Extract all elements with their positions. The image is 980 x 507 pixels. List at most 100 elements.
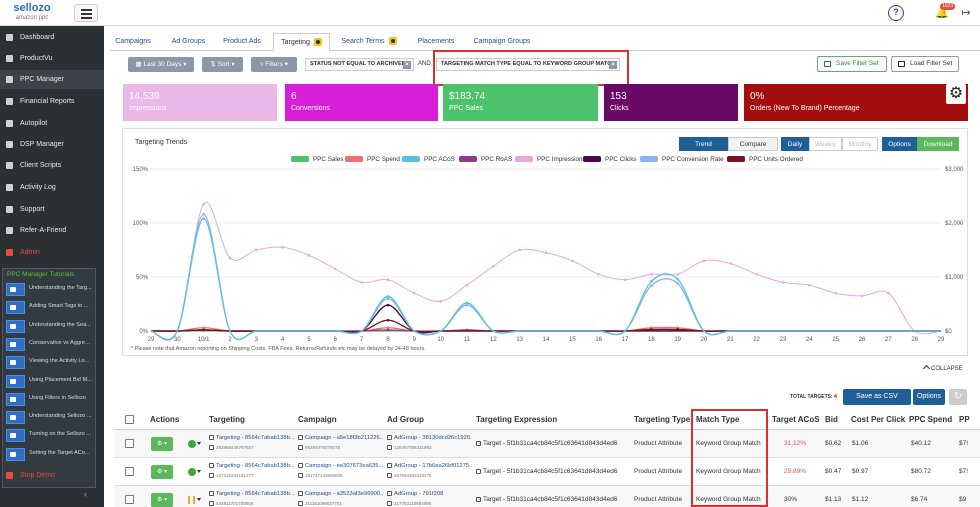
select-all-checkbox[interactable] bbox=[125, 415, 134, 424]
column-header-match-type[interactable]: Match Type bbox=[696, 415, 740, 424]
remove-filter-icon[interactable]: × bbox=[609, 61, 617, 69]
tutorial-item[interactable]: Using Filters in Sellozo bbox=[5, 391, 95, 408]
adgroup-link[interactable]: AdGroup - 791f208 bbox=[387, 491, 472, 497]
compare-toggle[interactable]: Compare bbox=[728, 137, 778, 151]
row-checkbox[interactable] bbox=[125, 439, 134, 448]
stop-demo-button[interactable]: Stop Demo bbox=[0, 467, 104, 485]
targeting-link[interactable]: Targeting - 8564c7abab138b... bbox=[209, 463, 294, 469]
tutorial-item[interactable]: Using Placement Bid M... bbox=[5, 373, 95, 390]
sidebar-item-autopilot[interactable]: Autopilot bbox=[0, 114, 104, 133]
column-header-target-acos[interactable]: Target ACoS bbox=[772, 415, 820, 424]
legend-item[interactable]: PPC ACoS bbox=[402, 156, 455, 163]
tab-campaigns[interactable]: Campaigns bbox=[110, 33, 156, 51]
campaign-link[interactable]: Campaign - a3523af3e96900... bbox=[298, 491, 383, 497]
tab-product-ads[interactable]: Product Ads bbox=[216, 33, 268, 51]
menu-toggle-button[interactable] bbox=[74, 4, 98, 22]
bid[interactable]: $0.62 bbox=[825, 440, 842, 447]
bell-icon[interactable]: 🔔 bbox=[935, 7, 949, 19]
adgroup-link[interactable]: AdGroup - 17b6ea26bf01275... bbox=[387, 463, 472, 469]
table-row[interactable]: ⚙ ▾ Targeting - 8564c7abab138b... 29396844… bbox=[114, 430, 980, 458]
tutorial-item[interactable]: Setting the Target ACo... bbox=[5, 446, 95, 463]
sidebar-item-client-scripts[interactable]: Client Scripts bbox=[0, 156, 104, 175]
kpi-card[interactable]: 153 Clicks bbox=[604, 84, 738, 121]
remove-filter-icon[interactable]: × bbox=[403, 61, 411, 69]
targeting-link[interactable]: Targeting - 8564c7abab138b... bbox=[209, 435, 294, 441]
sellozo-logo[interactable]: sellozo amazon ppc bbox=[12, 3, 52, 23]
legend-item[interactable]: PPC Clicks bbox=[583, 156, 637, 163]
column-header-targeting-expression[interactable]: Targeting Expression bbox=[476, 415, 558, 424]
campaign-link[interactable]: Campaign - a5e18f3b211226... bbox=[298, 435, 383, 441]
chart-options-button[interactable]: Options bbox=[882, 137, 917, 151]
tab-ad-groups[interactable]: Ad Groups bbox=[166, 33, 211, 51]
pause-status-icon[interactable] bbox=[188, 496, 195, 504]
bid[interactable]: $1.13 bbox=[825, 496, 842, 503]
date-range-button[interactable]: ▦ Last 30 Days ▾ bbox=[128, 57, 194, 72]
filters-button[interactable]: ▿ Filters ▾ bbox=[251, 57, 297, 72]
tutorial-item[interactable]: Understanding Sellozo ... bbox=[5, 409, 95, 426]
chevron-down-icon[interactable] bbox=[197, 442, 201, 445]
target-acos[interactable]: 30% bbox=[784, 496, 798, 503]
tutorial-item[interactable]: Adding Smart Tags to ... bbox=[5, 299, 95, 316]
sidebar-item-dsp-manager[interactable]: DSP Manager bbox=[0, 135, 104, 154]
logout-icon[interactable]: ↦ bbox=[961, 7, 971, 19]
download-button[interactable]: Download bbox=[917, 137, 959, 151]
collapse-sidebar-icon[interactable]: ‹ bbox=[84, 489, 87, 499]
kpi-card[interactable]: 14,539 Impressions bbox=[123, 84, 277, 121]
tab-search-terms[interactable]: Search Terms bbox=[335, 33, 403, 51]
chevron-down-icon[interactable] bbox=[197, 498, 201, 501]
column-header-campaign[interactable]: Campaign bbox=[298, 415, 337, 424]
row-actions-button[interactable]: ⚙ ▾ bbox=[151, 437, 173, 451]
collapse-chart-button[interactable]: COLLAPSE bbox=[924, 366, 963, 372]
column-header-targeting[interactable]: Targeting bbox=[209, 415, 245, 424]
tab-campaign-groups[interactable]: Campaign Groups bbox=[467, 33, 537, 51]
table-options-button[interactable]: Options bbox=[913, 389, 945, 405]
column-header-bid[interactable]: Bid bbox=[825, 415, 838, 424]
column-header-cost-per-click[interactable]: Cost Per Click bbox=[851, 415, 906, 424]
tutorial-item[interactable]: Turning on the Sellozo ... bbox=[5, 427, 95, 444]
row-checkbox[interactable] bbox=[125, 467, 134, 476]
sidebar-item-ppc-manager[interactable]: PPC Manager bbox=[0, 70, 104, 89]
column-header-actions[interactable]: Actions bbox=[150, 415, 180, 424]
tutorial-item[interactable]: Understanding the Targ... bbox=[5, 281, 95, 298]
legend-item[interactable]: PPC RoAS bbox=[459, 156, 512, 163]
sidebar-item-activity-log[interactable]: Activity Log bbox=[0, 178, 104, 197]
trend-toggle[interactable]: Trend bbox=[679, 137, 728, 151]
gear-icon[interactable]: ⚙ bbox=[946, 84, 966, 104]
sidebar-item-support[interactable]: Support bbox=[0, 200, 104, 219]
targeting-link[interactable]: Targeting - 8564c7abab138b... bbox=[209, 491, 294, 497]
monthly-toggle[interactable]: Monthly bbox=[842, 137, 878, 151]
row-actions-button[interactable]: ⚙ ▾ bbox=[151, 465, 173, 479]
load-filter-set-button[interactable]: Load Filter Set bbox=[891, 56, 959, 72]
column-header-ad-group[interactable]: Ad Group bbox=[387, 415, 424, 424]
tab-placements[interactable]: Placements bbox=[412, 33, 460, 51]
active-status-icon[interactable] bbox=[188, 468, 196, 476]
legend-item[interactable]: PPC Sales bbox=[291, 156, 343, 163]
kpi-card[interactable]: 6 Conversions bbox=[285, 84, 438, 121]
save-filter-set-button[interactable]: Save Filter Set bbox=[817, 56, 887, 72]
campaign-link[interactable]: Campaign - ee307673ea635... bbox=[298, 463, 383, 469]
legend-item[interactable]: PPC Units Ordered bbox=[727, 156, 803, 163]
column-header-ppc-spend[interactable]: PPC Spend bbox=[909, 415, 953, 424]
kpi-card[interactable]: 0% Orders (New To Brand) Percentage bbox=[744, 84, 968, 121]
row-actions-button[interactable]: ⚙ ▾ bbox=[151, 493, 173, 507]
column-header-pp[interactable]: PP bbox=[959, 415, 970, 424]
weekly-toggle[interactable]: Weekly bbox=[809, 137, 842, 151]
sidebar-item-admin[interactable]: Admin bbox=[0, 243, 104, 262]
filter-chip-status[interactable]: STATUS NOT EQUAL TO ARCHIVED × bbox=[305, 58, 414, 71]
kpi-card[interactable]: $183.74 PPC Sales bbox=[443, 84, 598, 121]
table-row[interactable]: ⚙ ▾ Targeting - 8564c7abab138b... 44491170… bbox=[114, 486, 980, 507]
legend-item[interactable]: PPC Spend bbox=[345, 156, 400, 163]
adgroup-link[interactable]: AdGroup - 38130dcd26c1920... bbox=[387, 435, 472, 441]
sidebar-item-refer-a-friend[interactable]: Refer-A-Friend bbox=[0, 221, 104, 240]
refresh-icon[interactable]: ↻ bbox=[949, 389, 967, 405]
tab-targeting[interactable]: Targeting bbox=[273, 33, 330, 51]
legend-item[interactable]: PPC Impressions bbox=[515, 156, 586, 163]
save-csv-button[interactable]: Save as CSV bbox=[843, 389, 911, 405]
active-status-icon[interactable] bbox=[188, 440, 196, 448]
filter-chip-match-type[interactable]: TARGETING MATCH TYPE EQUAL TO KEYWORD GR… bbox=[436, 58, 620, 71]
target-acos[interactable]: 25.89% bbox=[784, 468, 807, 475]
row-checkbox[interactable] bbox=[125, 495, 134, 504]
tutorial-item[interactable]: Conservative vs Aggre... bbox=[5, 336, 95, 353]
sidebar-item-dashboard[interactable]: Dashboard bbox=[0, 28, 104, 47]
table-row[interactable]: ⚙ ▾ Targeting - 8564c7abab138b... 15731623… bbox=[114, 458, 980, 486]
